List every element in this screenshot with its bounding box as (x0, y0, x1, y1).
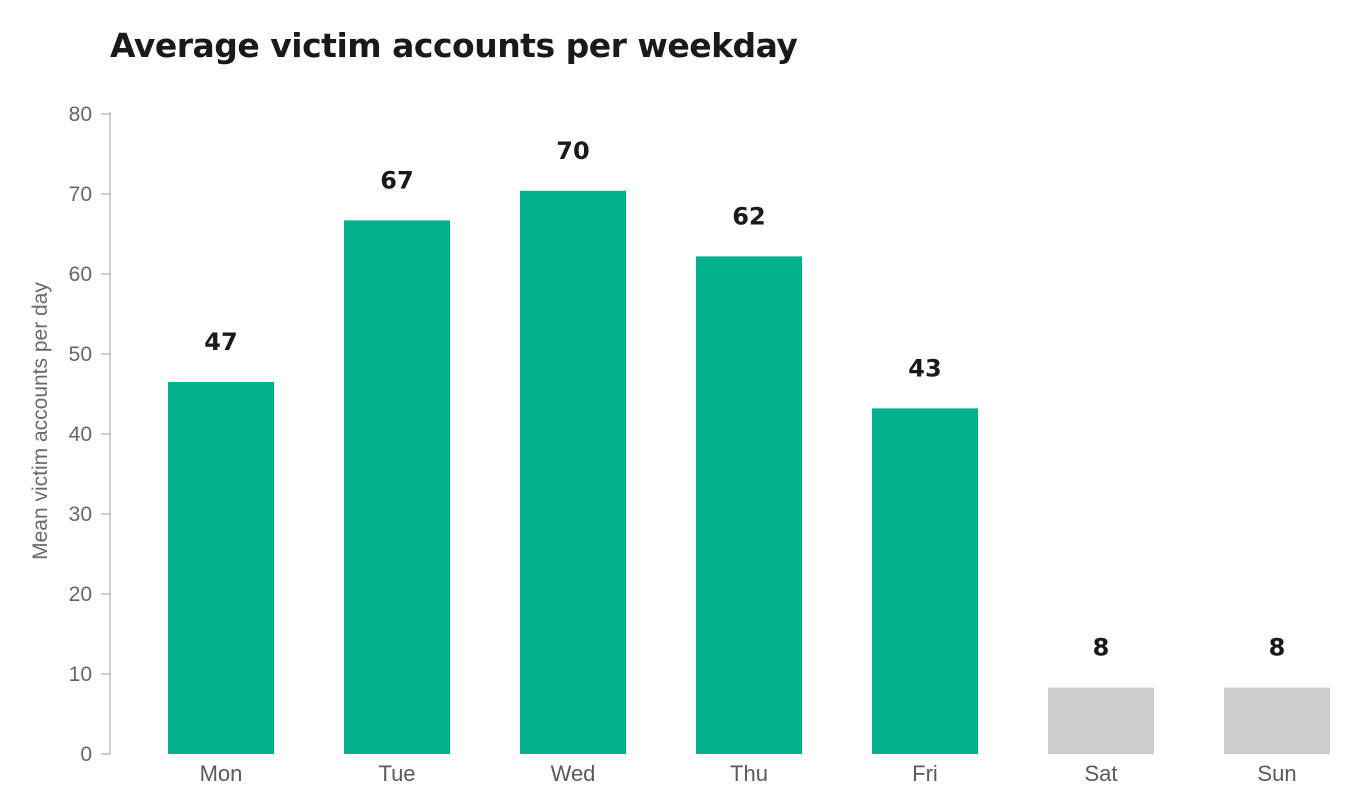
y-tick-label: 50 (69, 343, 92, 366)
x-tick-label: Thu (730, 761, 768, 786)
bars (168, 190, 1330, 755)
bar-wed (520, 190, 626, 755)
bar-tue (344, 220, 450, 754)
y-tick-label: 20 (69, 583, 92, 606)
x-labels: Mon Tue Wed Thu Fri Sat Sun (200, 761, 1297, 786)
y-tick-label: 40 (69, 423, 92, 446)
data-label: 8 (1093, 634, 1110, 662)
bar-mon (168, 382, 274, 754)
y-axis-title: Mean victim accounts per day (29, 282, 52, 560)
bar-sat (1048, 687, 1154, 754)
data-label: 62 (732, 202, 765, 230)
x-tick-label: Wed (551, 761, 596, 786)
x-tick-label: Fri (912, 761, 938, 786)
y-tick-label: 70 (69, 183, 92, 206)
bar-thu (696, 256, 802, 754)
x-tick-label: Tue (378, 761, 415, 786)
chart-title: Average victim accounts per weekday (110, 26, 798, 65)
bar-fri (872, 408, 978, 754)
y-tick-label: 60 (69, 263, 92, 286)
y-tick-label: 80 (69, 103, 92, 126)
value-labels: 47 67 70 62 43 8 8 (204, 137, 1285, 662)
y-tick-label: 30 (69, 503, 92, 526)
data-label: 67 (380, 166, 413, 194)
x-tick-label: Sat (1084, 761, 1117, 786)
data-label: 70 (556, 137, 589, 165)
x-tick-label: Mon (200, 761, 243, 786)
x-tick-label: Sun (1257, 761, 1296, 786)
data-label: 47 (204, 328, 237, 356)
data-label: 8 (1269, 634, 1286, 662)
data-label: 43 (908, 354, 941, 382)
y-tick-label: 10 (69, 663, 92, 686)
y-ticks: 0 10 20 30 40 50 60 70 80 (69, 103, 110, 766)
y-tick-label: 0 (80, 743, 92, 766)
bar-sun (1224, 687, 1330, 754)
